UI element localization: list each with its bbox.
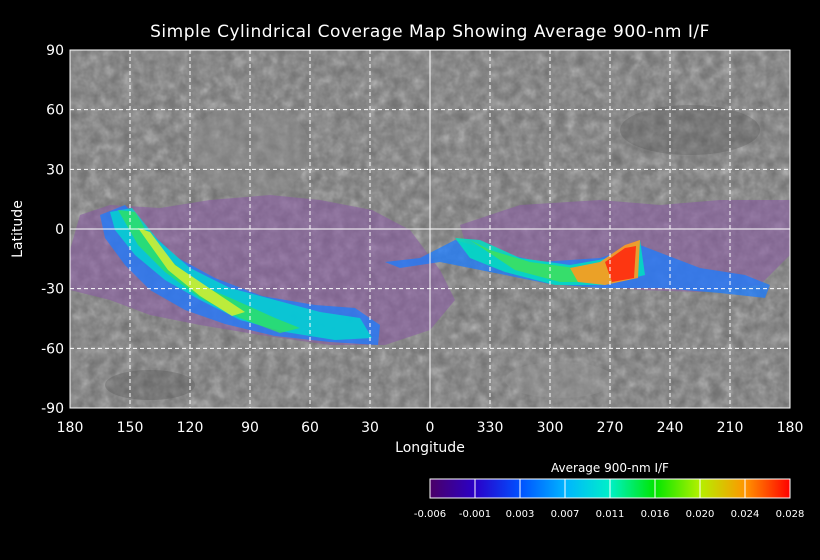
y-tick-label: 30 [46,162,64,178]
west-swath-green [118,210,300,333]
y-tick-label: 0 [55,222,64,238]
west-swath-yellow [138,228,245,316]
x-tick-label: 210 [717,420,744,436]
x-axis-label: Longitude [395,440,465,456]
colorbar-tick-label: 0.003 [506,509,535,520]
x-tick-label: 240 [657,420,684,436]
colorbar-tick-label: -0.006 [414,509,446,520]
colorbar-label: Average 900-nm I/F [551,461,669,475]
map-frame [69,49,791,409]
x-tick-label: 120 [177,420,204,436]
colorbar-tick-label: 0.016 [641,509,670,520]
colorbar-tick-label: 0.007 [551,509,580,520]
purple-coverage-west [70,195,455,345]
y-tick-label: -30 [41,282,64,298]
x-tick-label: 300 [537,420,564,436]
colorbar-ticks: -0.006 -0.001 0.003 0.007 0.011 0.016 0.020 0.0… [414,479,804,520]
graticule-grid [70,50,790,408]
y-tick-label: 90 [46,43,64,59]
x-tick-label: 180 [777,420,804,436]
x-tick-label: 30 [361,420,379,436]
y-tick-label: -90 [41,401,64,417]
coverage-overlay [70,195,790,345]
y-tick-label: -60 [41,341,64,357]
x-tick-label: 60 [301,420,319,436]
y-axis-label: Latitude [10,200,26,258]
map-title: Simple Cylindrical Coverage Map Showing … [150,22,710,42]
x-tick-label: 0 [426,420,435,436]
x-tick-label: 150 [117,420,144,436]
colorbar-tick-label: 0.028 [776,509,805,520]
x-tick-label: 270 [597,420,624,436]
longitude-tick-labels: 180 150 120 90 60 30 0 330 300 270 240 210 180 [57,420,804,436]
x-tick-label: 90 [241,420,259,436]
colorbar-tick-label: 0.020 [686,509,715,520]
latitude-tick-labels: 90 60 30 0 -30 -60 -90 [41,43,64,417]
east-swath-red [605,246,636,282]
colorbar-tick-label: 0.011 [596,509,625,520]
x-tick-label: 180 [57,420,84,436]
y-tick-label: 60 [46,103,64,119]
colorbar-tick-label: 0.024 [731,509,760,520]
colorbar-frame [429,478,791,499]
colorbar-tick-label: -0.001 [459,509,491,520]
x-tick-label: 330 [477,420,504,436]
